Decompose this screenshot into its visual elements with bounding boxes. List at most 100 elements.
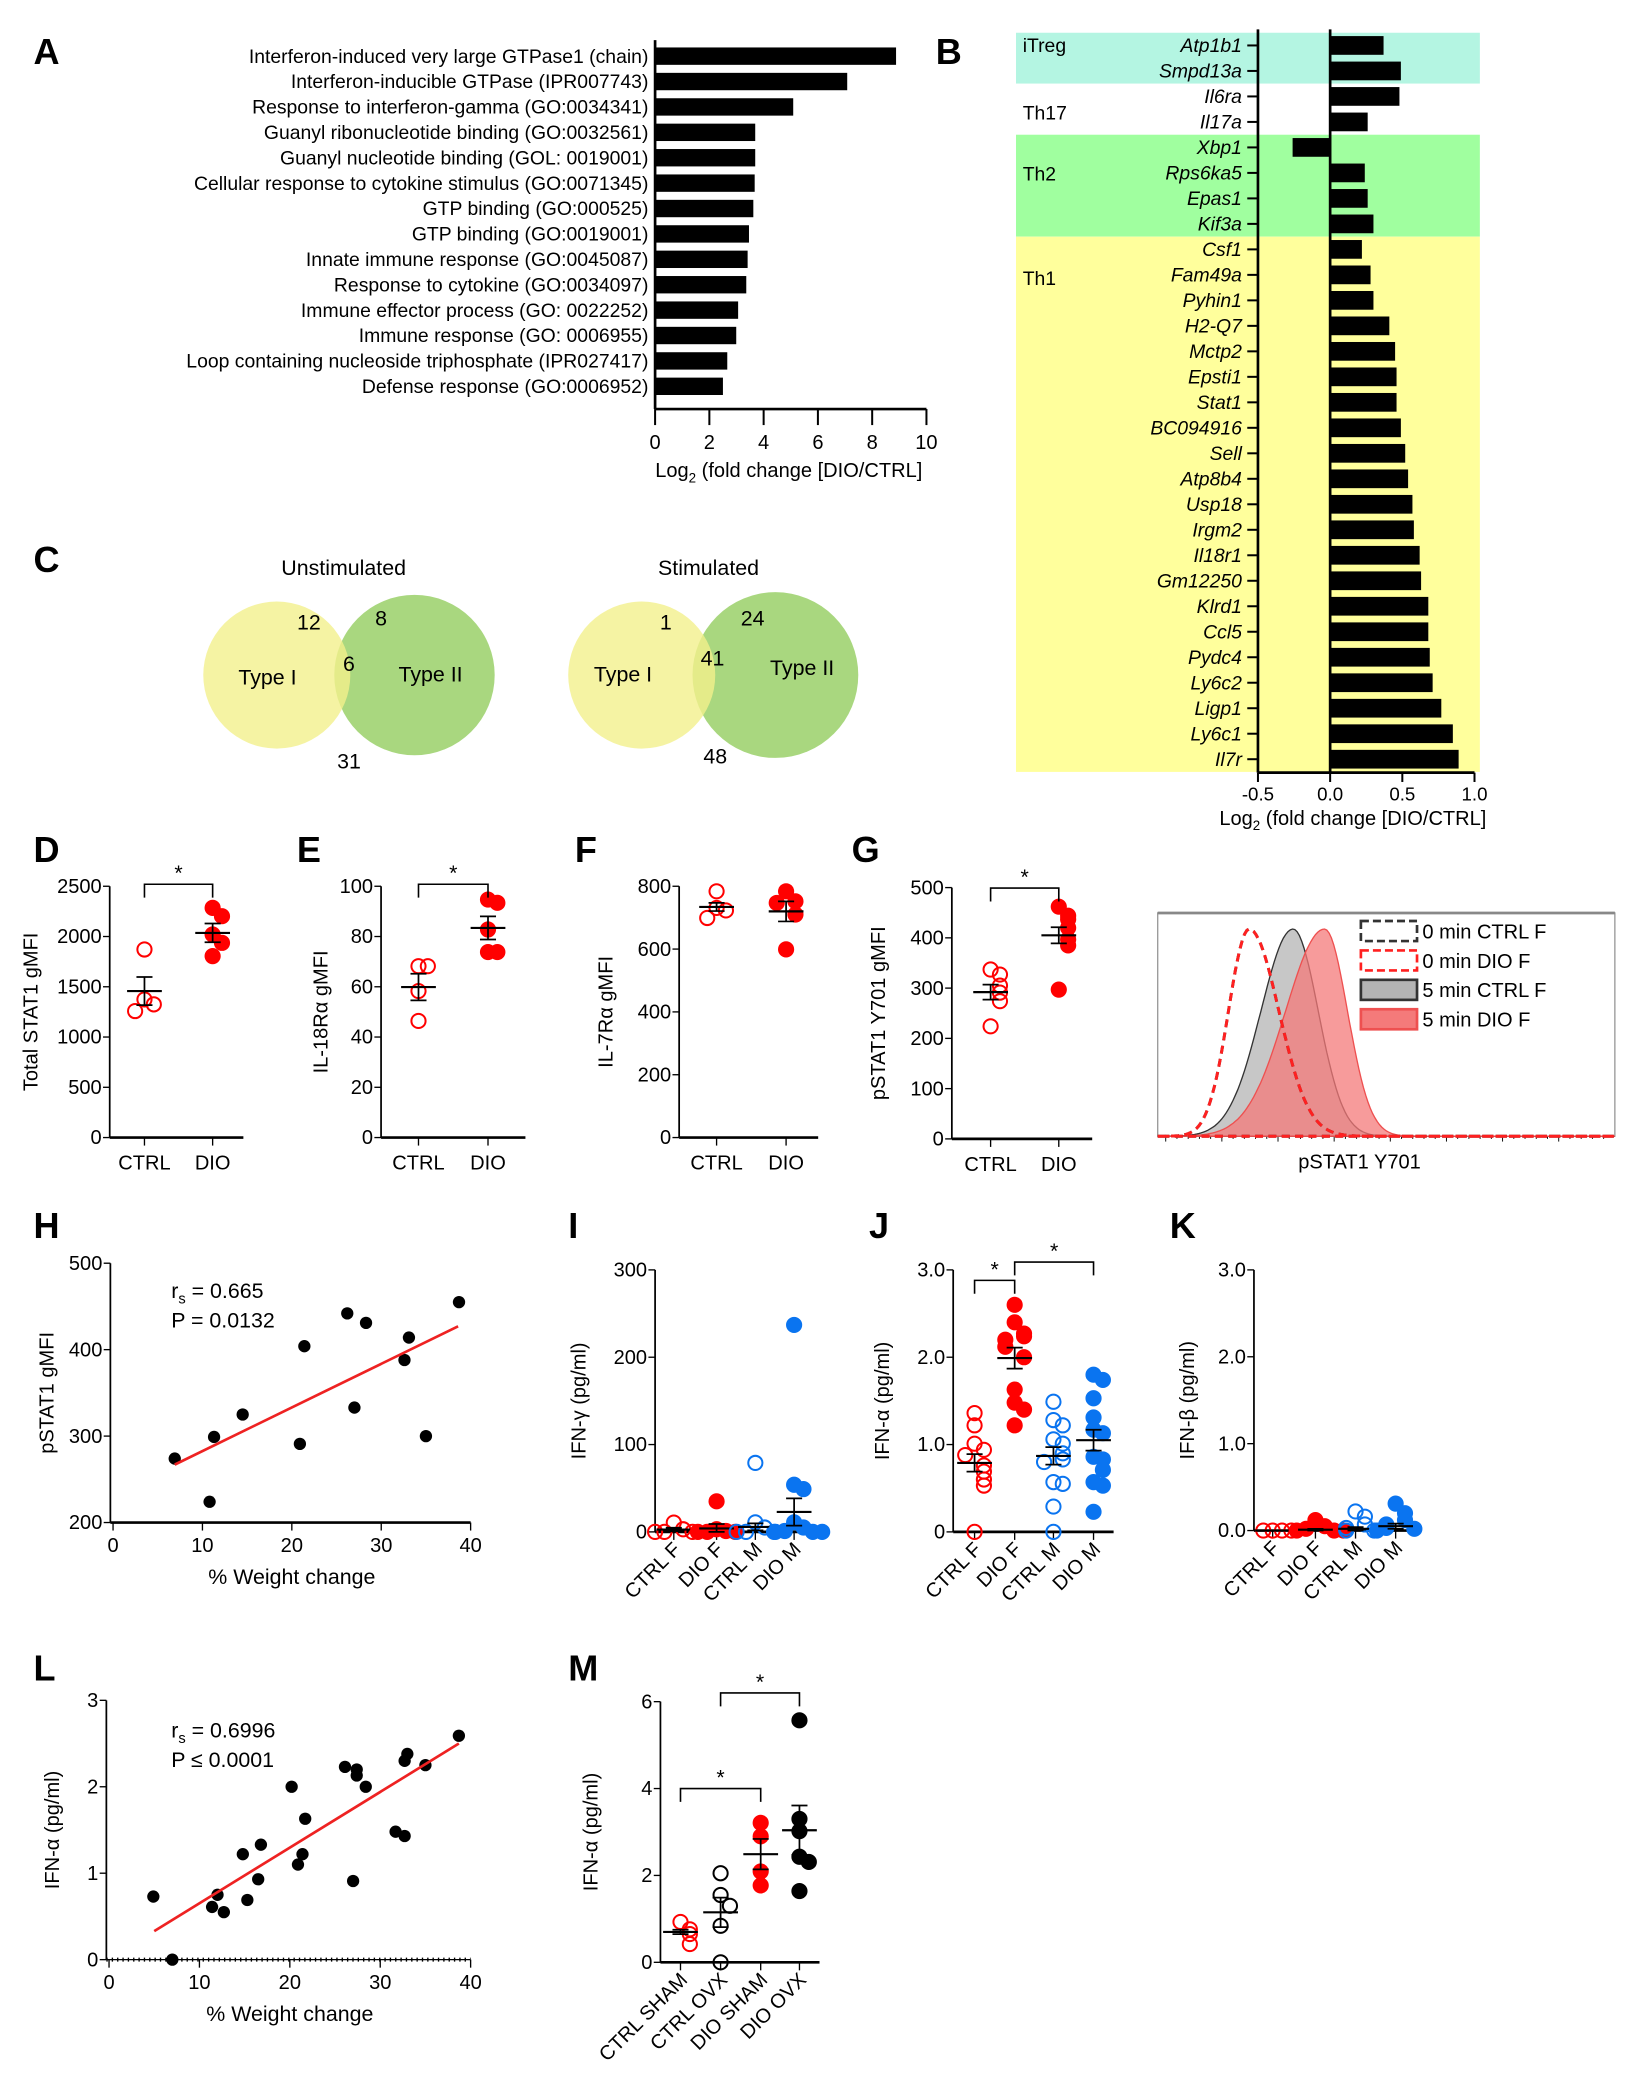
bar [1330, 36, 1384, 55]
y-axis-label: IFN-α (pg/ml) [872, 1342, 894, 1461]
x-tick-label: 0.0 [1317, 784, 1343, 805]
bar-category-label: Innate immune response (GO:0045087) [306, 249, 649, 271]
data-point [291, 1858, 305, 1871]
data-point [359, 1780, 372, 1793]
gene-label: Mctp2 [1189, 341, 1242, 363]
x-tick-label: CTRL F [921, 1539, 986, 1604]
x-tick-label: CTRL [392, 1153, 444, 1175]
bar [1330, 724, 1453, 744]
data-point [1006, 1296, 1023, 1313]
y-axis-label: pSTAT1 gMFI [37, 1332, 59, 1454]
count-neither: 31 [337, 750, 361, 774]
legend-swatch [1359, 949, 1419, 972]
bar-category-label: Immune effector process (GO: 0022252) [301, 300, 648, 322]
data-point [204, 948, 221, 965]
bar [1330, 214, 1374, 234]
significance-star: * [1021, 865, 1029, 889]
data-point [991, 993, 1009, 1010]
count-neither: 48 [703, 744, 727, 768]
y-tick-label: 0 [362, 1127, 373, 1149]
y-tick-label: 300 [910, 978, 943, 1000]
p-value: P = 0.0132 [171, 1308, 275, 1332]
y-tick-label: 2 [641, 1865, 652, 1887]
data-point [1045, 1412, 1062, 1429]
x-tick-label: 20 [281, 1535, 303, 1557]
data-point [296, 1848, 309, 1861]
data-point [254, 1838, 268, 1851]
bar [655, 174, 755, 192]
data-point [285, 1780, 298, 1793]
significance-star: * [174, 861, 182, 885]
group-band-th17 [1016, 83, 1480, 135]
x-tick-label: 0 [107, 1535, 118, 1557]
venn-circle-type-i [203, 601, 351, 749]
y-axis-label: Total STAT1 gMFI [21, 933, 43, 1092]
significance-bracket [989, 887, 1060, 902]
histogram-curve [1157, 927, 1615, 1138]
bar [1330, 698, 1442, 718]
panel-letter-d: D [34, 829, 60, 870]
bar [1330, 622, 1429, 642]
bar-category-label: GTP binding (GO:0019001) [412, 224, 649, 246]
data-point [410, 1012, 427, 1030]
y-tick-label: 200 [69, 1512, 102, 1534]
count-only-type-i: 12 [297, 611, 321, 635]
bar [1330, 61, 1401, 81]
significance-bracket [719, 1692, 801, 1707]
y-tick-label: 3.0 [917, 1260, 945, 1282]
y-tick-label: 0 [636, 1522, 647, 1544]
x-tick-label: -0.5 [1242, 784, 1274, 805]
venn-circle-type-ii [692, 592, 859, 758]
significance-bracket [417, 883, 489, 898]
data-point [1060, 937, 1077, 954]
data-point [997, 1338, 1014, 1355]
data-point [752, 1877, 769, 1894]
data-point [359, 1316, 373, 1330]
x-tick-label: 40 [459, 1535, 481, 1557]
data-point [778, 883, 795, 900]
data-point [1015, 1401, 1033, 1418]
y-tick-label: 0 [641, 1952, 652, 1974]
data-point [778, 941, 795, 958]
data-point [489, 894, 506, 911]
data-point [147, 1890, 160, 1903]
count-only-type-ii: 24 [741, 607, 765, 631]
x-tick-label: 0.5 [1389, 784, 1415, 805]
venn-unstimulated: Unstimulated 12 86 Type I Type II 31 [203, 556, 495, 774]
y-tick-label: 300 [614, 1260, 647, 1282]
panel-letter-c: C [34, 539, 60, 580]
bar [1330, 112, 1368, 132]
panel-letter-f: F [575, 829, 597, 870]
x-tick-label: 20 [279, 1972, 301, 1994]
x-tick-label: CTRL F [621, 1539, 686, 1604]
gene-label: Klrd1 [1197, 596, 1242, 618]
panel-l-scatter: 0 10 20 30 40 0 1 2 3 % Weight change IFN-α (pg/ml… [42, 1690, 482, 2026]
gene-label: Ly6c1 [1191, 723, 1242, 745]
bar [655, 199, 754, 218]
gene-label: Pydc4 [1188, 647, 1242, 669]
spearman-r: rs = 0.6996 [171, 1719, 275, 1747]
data-point [1054, 1445, 1071, 1462]
data-point [236, 1408, 249, 1421]
bar [655, 72, 848, 91]
bar-category-label: Response to cytokine (GO:0034097) [334, 274, 648, 296]
data-point [791, 1712, 808, 1729]
bar [655, 47, 897, 65]
x-tick-label: 40 [459, 1972, 481, 1994]
y-axis-label: IFN-α (pg/ml) [581, 1773, 603, 1892]
y-tick-label: 2.0 [917, 1347, 945, 1369]
bar [1330, 341, 1396, 361]
gene-label: Smpd13a [1159, 61, 1242, 83]
data-point [1035, 1453, 1053, 1471]
data-point [737, 1523, 755, 1540]
data-point [1045, 1498, 1062, 1515]
data-point [747, 1454, 764, 1471]
bar [655, 352, 728, 370]
data-point [1094, 1477, 1111, 1494]
data-point [1356, 1508, 1373, 1525]
bar-category-label: Cellular response to cytokine stimulus (… [194, 173, 648, 195]
x-tick-label: DIO [1041, 1154, 1077, 1176]
panel-letter-k: K [1170, 1205, 1196, 1246]
y-tick-label: 1500 [57, 976, 102, 998]
